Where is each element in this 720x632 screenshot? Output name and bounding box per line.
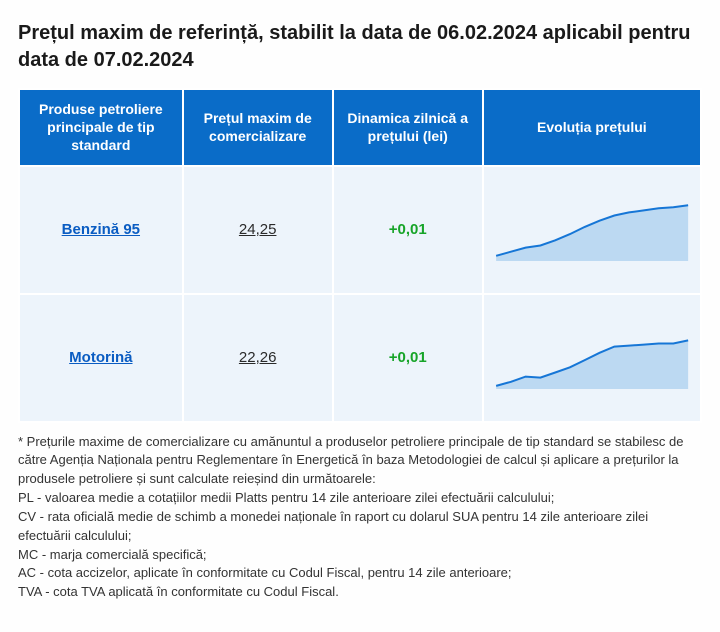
sparkline-motorina (492, 323, 692, 393)
product-link-motorina[interactable]: Motorină (69, 349, 132, 366)
footnotes: * Prețurile maxime de comercializare cu … (18, 433, 702, 603)
table-row: Benzină 95 24,25 +0,01 (19, 166, 701, 294)
col-header-delta: Dinamica zilnică a prețului (lei) (333, 89, 483, 166)
col-header-product: Produse petroliere principale de tip sta… (19, 89, 183, 166)
price-delta: +0,01 (389, 221, 427, 238)
footnote-line: CV - rata oficială medie de schimb a mon… (18, 508, 702, 546)
page-title: Prețul maxim de referință, stabilit la d… (18, 20, 702, 74)
footnote-line: * Prețurile maxime de comercializare cu … (18, 433, 702, 490)
footnote-line: AC - cota accizelor, aplicate în conform… (18, 564, 702, 583)
price-value: 22,26 (239, 349, 277, 366)
col-header-price: Prețul maxim de comercializare (183, 89, 333, 166)
col-header-evolution: Evoluția prețului (483, 89, 701, 166)
footnote-line: PL - valoarea medie a cotațiilor medii P… (18, 489, 702, 508)
product-link-benzina[interactable]: Benzină 95 (62, 221, 140, 238)
price-delta: +0,01 (389, 349, 427, 366)
footnote-line: MC - marja comercială specifică; (18, 546, 702, 565)
footnote-line: TVA - cota TVA aplicată în conformitate … (18, 583, 702, 602)
sparkline-benzina (492, 195, 692, 265)
table-row: Motorină 22,26 +0,01 (19, 294, 701, 422)
price-value: 24,25 (239, 221, 277, 238)
fuel-price-table: Produse petroliere principale de tip sta… (18, 88, 702, 423)
